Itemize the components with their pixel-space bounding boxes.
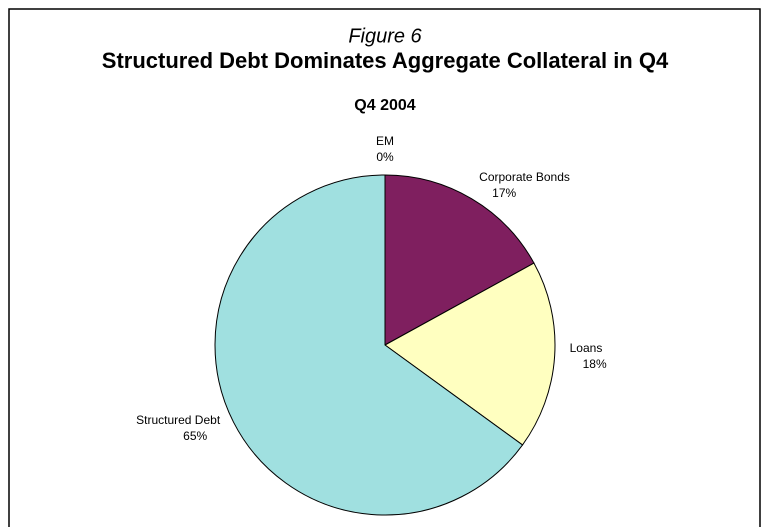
slice-label: Structured Debt [136,413,221,427]
slice-value-label: 65% [183,429,207,443]
slice-value-label: 17% [492,186,516,200]
figure-label: Figure 6 [348,25,422,47]
pie-slice [384,174,535,346]
pie-slice [214,174,524,516]
slice-label: Corporate Bonds [479,170,570,184]
chart-title: Structured Debt Dominates Aggregate Coll… [102,48,669,73]
slice-label: Loans [570,341,603,355]
slice-label: EM [376,134,394,148]
pie-slice [384,262,556,446]
slice-value-label: 18% [583,357,607,371]
chart-subtitle: Q4 2004 [354,97,415,114]
slice-value-label: 0% [376,150,394,164]
